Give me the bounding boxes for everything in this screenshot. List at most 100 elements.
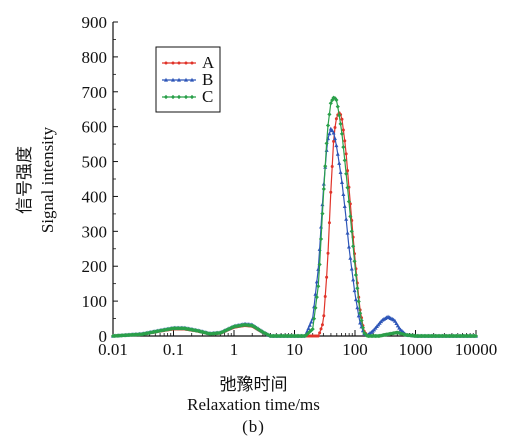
data-point-A [316, 334, 320, 338]
legend-marker-B [190, 77, 194, 82]
legend-marker-C [170, 94, 176, 100]
data-point-C [251, 324, 257, 329]
data-point-B [351, 277, 356, 282]
data-point-A [346, 169, 350, 173]
x-tick-label: 1000 [399, 340, 433, 359]
data-point-B [353, 297, 358, 302]
data-point-A [340, 117, 344, 121]
data-point-C [334, 97, 339, 103]
data-point-C [260, 329, 265, 334]
data-point-C [316, 284, 321, 289]
data-point-C [313, 305, 318, 311]
data-point-C [352, 259, 357, 264]
data-point-C [254, 326, 259, 331]
data-point-B [307, 322, 312, 327]
legend-marker-A [164, 61, 168, 65]
series-line-A [112, 111, 476, 337]
data-point-C [349, 229, 354, 234]
data-point-C [341, 144, 346, 150]
data-point-B [319, 224, 324, 229]
legend-marker-A [190, 61, 194, 65]
data-point-B [393, 318, 398, 323]
data-point-A [329, 190, 333, 194]
legend-marker-C [189, 94, 195, 100]
y-tick-label: 100 [82, 292, 108, 311]
data-point-B [356, 313, 361, 318]
y-axis-title: 信号强度 Signal intensity [15, 126, 57, 233]
y-tick-label: 200 [82, 257, 108, 276]
data-point-C [328, 101, 333, 106]
data-point-C [324, 141, 329, 146]
data-point-C [473, 333, 479, 339]
data-point-B [331, 130, 336, 135]
legend-marker-C [183, 94, 189, 100]
series-line-C [112, 96, 476, 337]
data-point-C [353, 272, 359, 278]
data-point-B [306, 326, 311, 330]
data-point-A [333, 126, 337, 130]
y-tick-label: 0 [99, 327, 108, 346]
data-point-A [327, 221, 331, 225]
data-point-A [343, 139, 347, 143]
data-point-B [337, 161, 342, 165]
data-point-B [332, 136, 337, 141]
data-point-B [341, 192, 346, 196]
data-point-C [339, 131, 345, 136]
data-point-C [318, 236, 324, 242]
data-point-C [359, 318, 364, 323]
y-tick-label: 500 [82, 153, 108, 172]
data-point-C [345, 185, 350, 190]
data-point-C [321, 186, 326, 192]
data-point-A [325, 275, 329, 279]
data-point-B [344, 216, 349, 221]
data-point-A [341, 128, 345, 132]
data-point-B [313, 291, 318, 296]
y-axis-label: Signal intensity [38, 126, 57, 233]
data-point-C [346, 199, 352, 204]
data-point-C [362, 330, 367, 336]
data-point-C [344, 171, 349, 176]
data-point-C [250, 323, 255, 328]
legend: ABC [155, 46, 221, 113]
y-tick-label: 400 [82, 187, 108, 206]
series-line-B [112, 127, 476, 337]
data-point-C [342, 158, 347, 163]
x-tick-label: 0.1 [163, 340, 184, 359]
data-point-B [358, 320, 363, 325]
plot-area: 0 100 200 300 400 500 600 700 800 900 0.01 0.1 1 10 10… [82, 13, 498, 359]
data-point-B [335, 151, 340, 156]
x-tick-label: 10000 [455, 340, 498, 359]
legend-marker-A [184, 61, 188, 65]
data-point-A [318, 331, 322, 335]
legend-label-C: C [202, 87, 213, 106]
data-point-A [323, 295, 327, 299]
data-point-B [339, 180, 344, 184]
data-point-B [348, 255, 353, 260]
data-point-A [332, 139, 336, 143]
data-point-C [335, 104, 340, 109]
data-point-B [342, 204, 347, 209]
x-tick-label: 10 [286, 340, 303, 359]
data-point-C [320, 211, 325, 216]
data-point-B [309, 319, 314, 324]
data-point-A [330, 165, 334, 169]
data-point-A [334, 117, 338, 121]
data-point-C [317, 262, 322, 267]
data-point-C [310, 326, 315, 332]
data-point-B [338, 170, 343, 175]
data-point-C [355, 286, 360, 291]
data-point-C [311, 316, 317, 321]
data-point-C [253, 325, 258, 330]
data-point-B [314, 279, 319, 284]
data-point-C [337, 113, 342, 118]
data-point-C [263, 331, 268, 336]
x-axis-label: Relaxation time/ms [187, 395, 320, 414]
data-point-A [319, 327, 323, 331]
legend-marker-B [164, 77, 168, 82]
data-point-B [394, 321, 399, 326]
data-point-B [345, 230, 350, 235]
data-point-B [346, 244, 351, 249]
data-point-A [344, 152, 348, 156]
legend-marker-B [171, 77, 175, 82]
